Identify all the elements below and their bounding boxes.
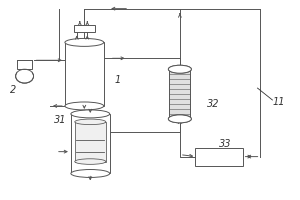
Polygon shape — [17, 60, 32, 69]
Ellipse shape — [168, 65, 191, 73]
Polygon shape — [65, 42, 104, 106]
Polygon shape — [169, 69, 190, 119]
Ellipse shape — [71, 170, 110, 177]
Polygon shape — [75, 122, 106, 162]
Text: 11: 11 — [272, 97, 285, 107]
Text: 1: 1 — [114, 75, 120, 85]
Ellipse shape — [168, 115, 191, 123]
Bar — [74, 25, 95, 32]
Ellipse shape — [75, 159, 106, 164]
Ellipse shape — [75, 119, 106, 125]
Bar — [195, 148, 243, 166]
Text: 33: 33 — [219, 139, 231, 149]
Ellipse shape — [168, 115, 191, 123]
Ellipse shape — [16, 69, 34, 83]
Polygon shape — [17, 69, 32, 75]
Polygon shape — [71, 114, 110, 173]
Text: 32: 32 — [207, 99, 219, 109]
Text: 31: 31 — [54, 115, 67, 125]
Ellipse shape — [168, 65, 191, 73]
Text: 2: 2 — [10, 85, 16, 95]
Ellipse shape — [65, 38, 104, 46]
Ellipse shape — [65, 102, 104, 110]
Ellipse shape — [71, 110, 110, 118]
